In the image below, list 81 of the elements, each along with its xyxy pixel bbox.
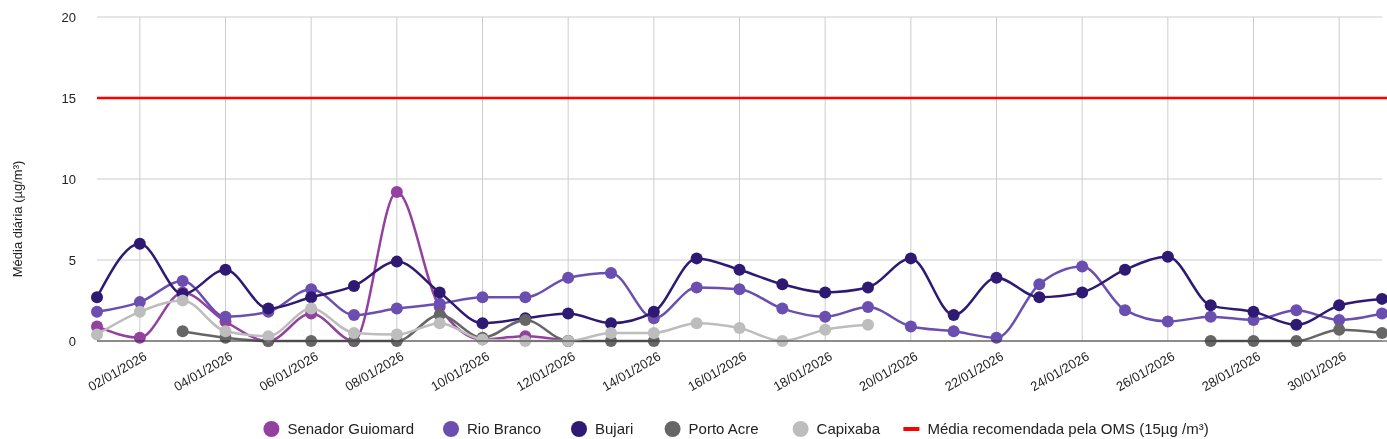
point — [1333, 299, 1346, 312]
legend-label: Porto Acre — [688, 420, 759, 438]
point — [305, 291, 318, 304]
point — [1119, 263, 1131, 276]
point — [219, 325, 232, 338]
point — [348, 309, 360, 322]
legend-label: Capixaba — [816, 420, 881, 438]
point — [947, 325, 960, 338]
y-tick-label: 10 — [61, 171, 76, 187]
point — [1376, 326, 1387, 339]
point — [1333, 313, 1346, 326]
point — [733, 322, 746, 335]
point — [1161, 250, 1174, 263]
point — [519, 291, 532, 304]
point — [733, 283, 746, 296]
legend-label: Rio Branco — [467, 420, 542, 438]
y-axis-title: Média diária (µg/m³) — [10, 160, 25, 278]
point — [819, 310, 832, 323]
point — [1204, 310, 1217, 323]
point — [176, 275, 189, 288]
y-tick-label: 20 — [61, 9, 76, 25]
point — [219, 263, 232, 276]
y-tick-label: 5 — [68, 252, 76, 268]
y-tick-label: 15 — [61, 90, 76, 106]
point — [647, 326, 660, 339]
point — [562, 271, 575, 284]
point — [1376, 292, 1387, 305]
point — [176, 294, 189, 307]
point — [947, 309, 960, 322]
y-tick-label: 0 — [68, 333, 76, 349]
point — [1076, 286, 1089, 299]
point — [1290, 318, 1303, 331]
legend-label: Média recomendada pela OMS (15µg /m³) — [927, 420, 1209, 438]
point — [605, 266, 617, 279]
point — [1119, 304, 1131, 317]
point — [733, 263, 746, 276]
point — [176, 325, 189, 338]
point — [1247, 305, 1260, 318]
point — [862, 281, 874, 294]
point — [862, 318, 874, 331]
point — [219, 310, 232, 323]
point — [1204, 299, 1217, 312]
point — [390, 255, 403, 268]
point — [91, 305, 103, 318]
point — [1033, 291, 1046, 304]
point — [348, 326, 360, 339]
point — [133, 305, 146, 318]
point — [819, 286, 832, 299]
point — [1333, 323, 1346, 336]
point — [433, 317, 446, 330]
point — [776, 278, 789, 291]
legend-label: Bujari — [595, 420, 634, 438]
point — [476, 291, 489, 304]
point — [91, 328, 103, 341]
point — [390, 185, 403, 198]
point — [990, 271, 1003, 284]
point — [690, 317, 703, 330]
point — [1376, 307, 1387, 320]
point — [904, 320, 917, 333]
point — [348, 279, 360, 292]
point — [690, 252, 703, 265]
point — [133, 237, 146, 250]
point — [605, 326, 617, 339]
point — [1033, 278, 1046, 291]
point — [390, 328, 403, 341]
point — [305, 302, 318, 315]
point — [476, 317, 489, 330]
point — [390, 302, 403, 315]
legend-label: Senador Guiomard — [287, 420, 415, 438]
point — [819, 323, 832, 336]
point — [1076, 260, 1089, 273]
point — [647, 305, 660, 318]
point — [1161, 315, 1174, 328]
point — [904, 252, 917, 265]
point — [433, 286, 446, 299]
point — [562, 307, 575, 320]
point — [690, 281, 703, 294]
point — [1290, 304, 1303, 317]
point — [91, 291, 103, 304]
point — [862, 300, 874, 313]
point — [776, 302, 789, 315]
